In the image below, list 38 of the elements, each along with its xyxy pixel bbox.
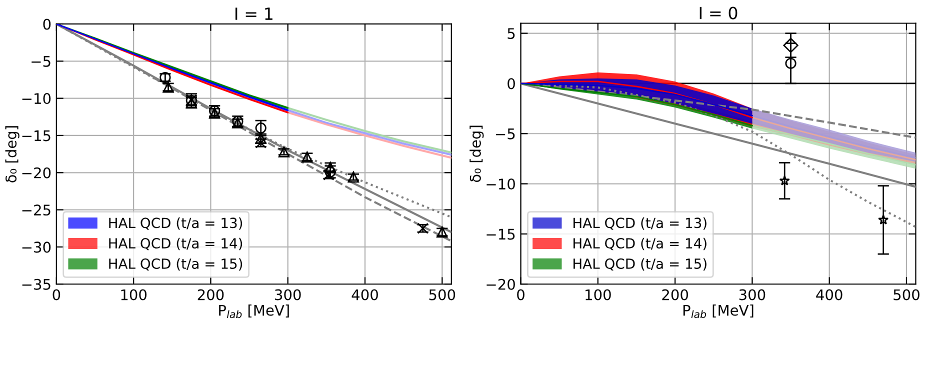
legend-label: HAL QCD (t/a = 13) <box>109 217 242 230</box>
x-tick-label: 0 <box>52 289 60 300</box>
y-axis-title: δ₀ [deg] <box>5 126 20 182</box>
chart-title: I = 1 <box>236 8 272 20</box>
x-axis-title: P$_{lab}$ [MeV] <box>683 304 754 318</box>
x-tick-label: 300 <box>275 289 301 300</box>
y-axis-title: δ₀ [deg] <box>470 126 484 182</box>
y-tick-label: −10 <box>22 93 51 104</box>
x-axis-title: P$_{lab}$ [MeV] <box>219 304 289 318</box>
y-tick-label: −25 <box>22 204 50 216</box>
y-tick-label: −20 <box>22 167 51 178</box>
y-tick-label: −10 <box>486 178 515 190</box>
y-tick-label: 0 <box>43 18 51 30</box>
y-tick-label: −5 <box>496 128 515 140</box>
y-tick-label: 5 <box>508 28 515 40</box>
legend-label: HAL QCD (t/a = 15) <box>574 258 706 271</box>
x-tick-label: 400 <box>816 289 842 300</box>
legend-label: HAL QCD (t/a = 15) <box>109 258 242 271</box>
y-tick-label: −15 <box>22 130 50 142</box>
x-tick-label: 200 <box>662 289 688 300</box>
y-tick-label: 0 <box>508 78 515 90</box>
x-tick-label: 500 <box>429 289 456 300</box>
x-tick-label: 200 <box>198 289 224 300</box>
x-tick-label: 100 <box>586 289 611 300</box>
x-tick-label: 300 <box>739 289 766 300</box>
x-tick-label: 400 <box>352 289 378 300</box>
y-tick-label: −30 <box>22 242 51 253</box>
y-tick-label: −35 <box>22 278 50 290</box>
y-tick-label: −20 <box>486 278 515 290</box>
x-tick-label: 0 <box>517 289 524 300</box>
y-tick-label: −5 <box>32 56 50 67</box>
legend-label: HAL QCD (t/a = 14) <box>109 238 242 250</box>
legend-label: HAL QCD (t/a = 14) <box>574 238 706 250</box>
chart-title: I = 0 <box>700 6 738 20</box>
x-tick-label: 500 <box>894 289 920 300</box>
legend-label: HAL QCD (t/a = 13) <box>574 217 706 230</box>
x-tick-label: 100 <box>121 289 147 300</box>
y-tick-label: −15 <box>486 228 515 240</box>
